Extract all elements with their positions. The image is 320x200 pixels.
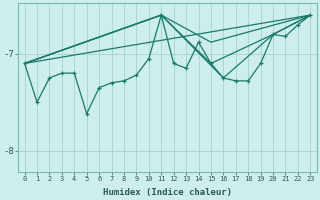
X-axis label: Humidex (Indice chaleur): Humidex (Indice chaleur) (103, 188, 232, 197)
